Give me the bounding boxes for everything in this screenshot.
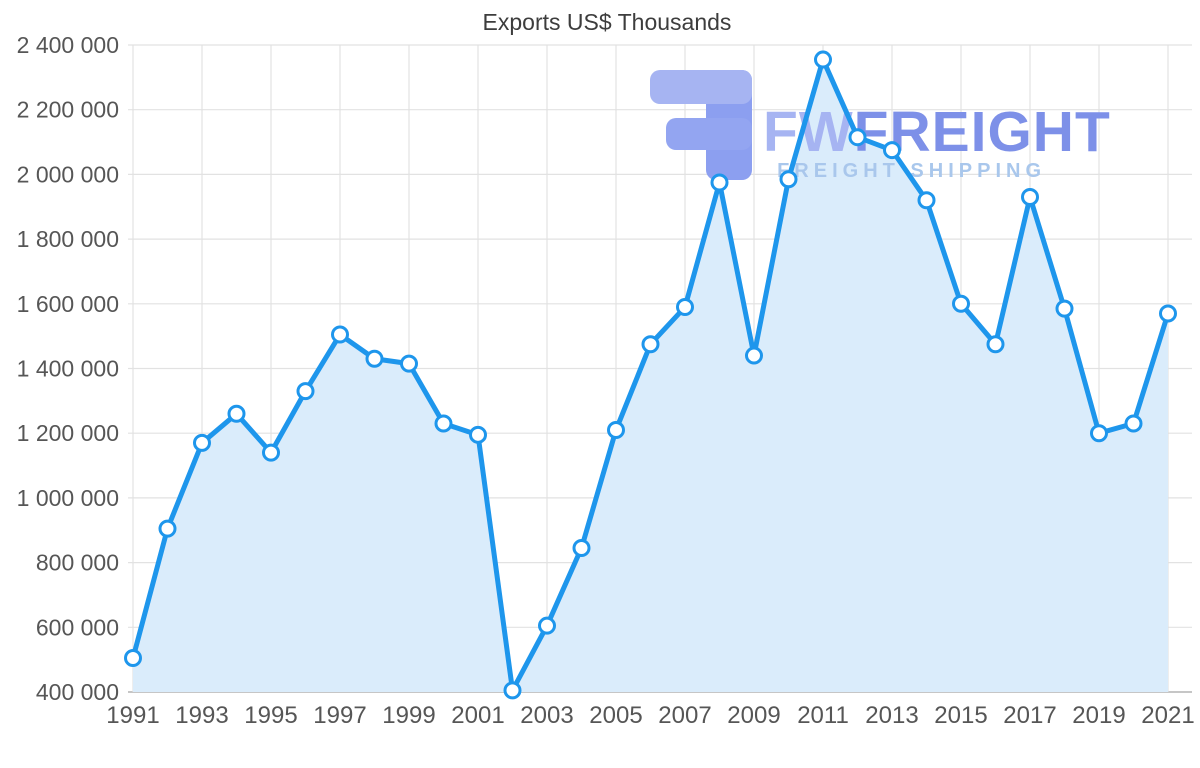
x-axis-tick-label: 2019 [1072,702,1125,729]
data-point-marker [641,335,660,354]
data-point-marker [227,404,246,423]
y-axis-tick-label: 2 400 000 [17,32,119,58]
data-point-marker [745,346,763,365]
y-axis-tick-label: 1 200 000 [17,420,119,446]
y-axis-tick-label: 600 000 [36,614,119,640]
x-axis-tick-label: 2015 [934,702,987,729]
data-point-marker [262,443,280,462]
data-point-marker [676,298,694,317]
data-point-marker [434,414,453,433]
data-point-marker [469,425,487,444]
x-axis-tick-label: 2005 [589,702,642,729]
data-point-marker [331,325,349,344]
y-axis-tick-label: 2 200 000 [17,97,119,123]
data-point-marker [883,141,901,160]
chart-title: Exports US$ Thousands [483,9,732,35]
data-point-marker [607,420,625,439]
y-axis-tick-label: 1 400 000 [17,356,119,382]
x-axis-tick-label: 2013 [865,702,918,729]
x-axis-tick-label: 2007 [658,702,711,729]
data-point-marker [400,354,418,373]
data-point-marker [986,335,1005,354]
fw-freight-logo-icon [650,70,752,180]
data-point-marker [124,649,142,668]
data-point-marker [814,50,832,69]
chart-markers [124,50,1177,700]
x-axis-tick-label: 1999 [382,702,435,729]
data-point-marker [1055,299,1074,318]
data-point-marker [572,539,591,558]
x-axis-tick-label: 2001 [451,702,504,729]
data-point-marker [779,170,798,189]
chart-axis-labels: 400 000 600 000 800 000 1 000 000 1 200 000 1… [17,32,1195,729]
x-axis-tick-label: 1993 [175,702,228,729]
x-axis-tick-label: 2017 [1003,702,1056,729]
data-point-marker [917,191,936,210]
y-axis-tick-label: 1 000 000 [17,485,119,511]
y-axis-tick-label: 800 000 [36,550,119,576]
y-axis-tick-label: 400 000 [36,679,119,705]
data-point-marker [158,519,177,538]
data-point-marker [1159,304,1177,323]
data-point-marker [193,433,211,452]
watermark-brand-text: FWFREIGHT [763,100,1111,164]
data-point-marker [365,349,384,368]
x-axis-tick-label: 1995 [244,702,297,729]
x-axis-tick-label: 2003 [520,702,573,729]
watermark: FWFREIGHT FREIGHT SHIPPING [650,70,1111,182]
data-point-marker [952,294,970,313]
data-point-marker [1090,424,1108,443]
data-point-marker [296,382,315,401]
chart-area-fill [133,59,1168,693]
y-axis-tick-label: 2 000 000 [17,161,119,187]
y-axis-tick-label: 1 600 000 [17,291,119,317]
x-axis-tick-label: 1997 [313,702,366,729]
data-point-marker [848,128,867,147]
x-axis-tick-label: 2021 [1141,702,1194,729]
data-point-marker [1124,414,1143,433]
data-point-marker [1021,188,1039,207]
x-axis-tick-label: 2009 [727,702,780,729]
y-axis-tick-label: 1 800 000 [17,226,119,252]
data-point-marker [503,681,522,700]
data-point-marker [710,173,729,192]
data-point-marker [538,616,556,635]
x-axis-tick-label: 2011 [797,702,849,729]
x-axis-tick-label: 1991 [106,702,159,729]
